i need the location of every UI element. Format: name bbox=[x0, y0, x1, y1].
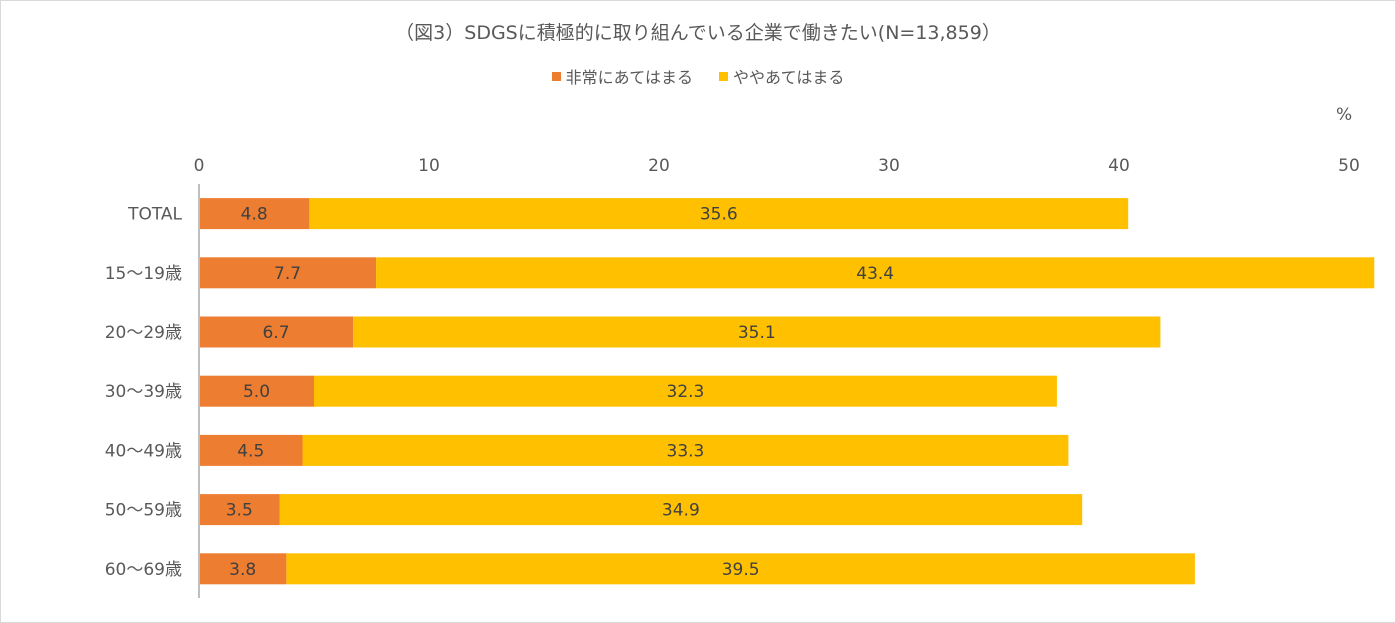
bar-segment-somewhat-true bbox=[279, 494, 1083, 526]
legend-item-series-2: ややあてはまる bbox=[719, 64, 844, 88]
data-label: 7.7 bbox=[274, 264, 301, 284]
data-label: 6.7 bbox=[263, 323, 290, 343]
x-tick-label: 10 bbox=[418, 156, 440, 176]
data-label: 33.3 bbox=[667, 441, 705, 461]
data-label: 3.8 bbox=[229, 560, 256, 580]
category-label: 15～19歳 bbox=[105, 264, 182, 284]
legend-swatch-series-2 bbox=[719, 71, 728, 81]
bar-segment-very-true bbox=[199, 494, 280, 526]
bar-segment-somewhat-true bbox=[314, 375, 1057, 407]
bar-segment-somewhat-true bbox=[353, 316, 1161, 348]
data-label: 32.3 bbox=[667, 382, 705, 402]
data-label: 35.1 bbox=[738, 323, 776, 343]
data-label: 34.9 bbox=[662, 501, 700, 521]
bar-segment-somewhat-true bbox=[309, 198, 1129, 230]
data-label: 39.5 bbox=[722, 560, 760, 580]
bar-segment-very-true bbox=[199, 434, 303, 466]
bar-segment-very-true bbox=[199, 198, 310, 230]
data-label: 5.0 bbox=[243, 382, 270, 402]
category-label: 30～39歳 bbox=[105, 382, 182, 402]
x-tick-label: 40 bbox=[1108, 156, 1130, 176]
legend-label-series-1: 非常にあてはまる bbox=[565, 68, 693, 87]
legend-label-series-2: ややあてはまる bbox=[733, 68, 845, 87]
data-label: 4.5 bbox=[237, 441, 264, 461]
chart-title: （図3）SDGSに積極的に取り組んでいる企業で働きたい(N=13,859） bbox=[395, 22, 1001, 44]
category-label: 20～29歳 bbox=[105, 323, 182, 343]
bar-segment-very-true bbox=[199, 553, 287, 585]
bar-segment-somewhat-true bbox=[376, 257, 1375, 289]
legend: 非常にあてはまる ややあてはまる bbox=[0, 64, 1396, 88]
data-label: 35.6 bbox=[700, 205, 738, 225]
legend-swatch-series-1 bbox=[551, 71, 561, 81]
x-tick-label: 20 bbox=[648, 156, 670, 176]
data-label: 43.4 bbox=[856, 264, 894, 284]
bar-segment-somewhat-true bbox=[286, 553, 1195, 585]
bar-segment-very-true bbox=[199, 257, 377, 289]
bar-segment-very-true bbox=[199, 316, 354, 348]
x-tick-label: 50 bbox=[1338, 156, 1360, 176]
x-tick-label: 0 bbox=[194, 156, 205, 176]
category-label: TOTAL bbox=[127, 205, 182, 225]
category-label: 40～49歳 bbox=[105, 441, 182, 461]
category-label: 60～69歳 bbox=[105, 560, 182, 580]
category-label: 50～59歳 bbox=[105, 501, 182, 521]
legend-item-series-1: 非常にあてはまる bbox=[551, 64, 693, 88]
axis-unit-label: % bbox=[1336, 105, 1353, 125]
bar-segment-somewhat-true bbox=[302, 434, 1069, 466]
bar-segment-very-true bbox=[199, 375, 314, 407]
data-label: 3.5 bbox=[226, 501, 253, 521]
data-label: 4.8 bbox=[241, 205, 268, 225]
x-tick-label: 30 bbox=[878, 156, 900, 176]
